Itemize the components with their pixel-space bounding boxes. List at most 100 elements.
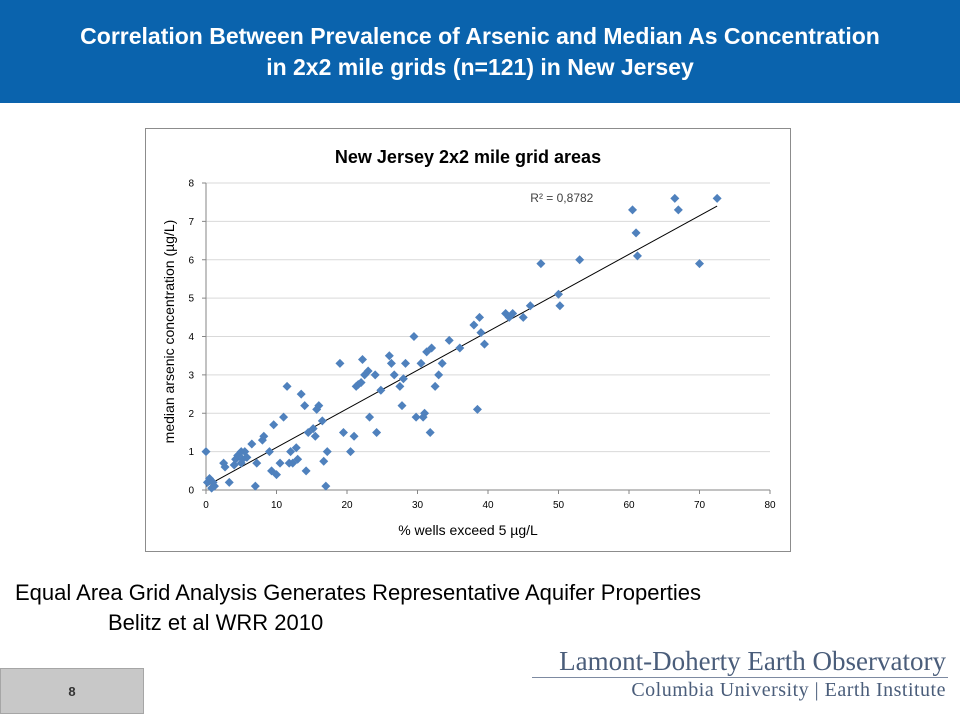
- data-point: [314, 401, 324, 411]
- caption-citation: Belitz et al WRR 2010: [108, 610, 324, 635]
- data-point: [397, 401, 407, 411]
- data-point: [434, 370, 444, 380]
- header-title-line2: in 2x2 mile grids (n=121) in New Jersey: [266, 53, 694, 80]
- x-tick-label: 0: [203, 500, 209, 511]
- data-point: [479, 339, 489, 349]
- slide-header: Correlation Between Prevalence of Arseni…: [0, 0, 960, 103]
- data-point: [321, 481, 331, 491]
- data-point: [670, 193, 680, 203]
- data-point: [286, 447, 296, 457]
- data-point: [209, 481, 219, 491]
- y-tick-label: 5: [188, 294, 194, 305]
- data-point: [264, 447, 274, 457]
- caption: Equal Area Grid Analysis Generates Repre…: [15, 580, 701, 636]
- y-tick-label: 4: [188, 332, 194, 343]
- data-point: [293, 454, 303, 464]
- data-point: [365, 412, 375, 422]
- data-point: [296, 389, 306, 399]
- data-point: [275, 458, 285, 468]
- data-point: [420, 408, 430, 418]
- caption-line1: Equal Area Grid Analysis Generates Repre…: [15, 580, 702, 605]
- y-tick-label: 1: [188, 447, 194, 458]
- data-point: [437, 358, 447, 368]
- data-point: [224, 477, 234, 487]
- x-tick-label: 30: [412, 500, 424, 511]
- data-point: [242, 452, 252, 462]
- y-tick-label: 8: [188, 179, 194, 190]
- y-tick-label: 6: [188, 255, 194, 266]
- data-point: [430, 381, 440, 391]
- y-tick-label: 0: [188, 486, 194, 497]
- data-point: [372, 427, 382, 437]
- data-point: [475, 312, 485, 322]
- data-point: [308, 424, 318, 434]
- r-squared-annotation: R² = 0,8782: [530, 191, 593, 205]
- y-tick-label: 3: [188, 370, 194, 381]
- data-point: [252, 458, 262, 468]
- data-point: [346, 447, 356, 457]
- data-point: [695, 259, 704, 269]
- data-point: [279, 412, 289, 422]
- data-point: [201, 447, 211, 457]
- data-point: [455, 343, 465, 353]
- logo-line2: Columbia University | Earth Institute: [631, 679, 946, 701]
- x-tick-label: 60: [623, 500, 635, 511]
- x-tick-label: 70: [694, 500, 706, 511]
- data-point: [401, 358, 411, 368]
- data-point: [472, 404, 482, 414]
- data-point: [444, 335, 454, 345]
- x-tick-label: 10: [271, 500, 283, 511]
- data-point: [525, 301, 535, 311]
- y-tick-label: 7: [188, 217, 194, 228]
- data-point: [554, 289, 563, 299]
- header-title-line1: Correlation Between Prevalence of Arseni…: [80, 22, 880, 49]
- data-point: [363, 366, 373, 376]
- data-point: [310, 431, 320, 441]
- data-point: [673, 205, 683, 215]
- data-point: [504, 312, 514, 322]
- data-point: [386, 358, 396, 368]
- data-point: [518, 312, 528, 322]
- slide-number: 8: [68, 683, 76, 699]
- logo-divider: [532, 677, 948, 678]
- data-point: [250, 481, 260, 491]
- data-point: [370, 370, 380, 380]
- x-tick-label: 80: [764, 500, 776, 511]
- data-point: [409, 332, 419, 341]
- x-tick-label: 40: [482, 500, 494, 511]
- data-point: [376, 385, 386, 395]
- chart-title: New Jersey 2x2 mile grid areas: [335, 147, 601, 167]
- y-axis-label: median arsenic concentration (µg/L): [161, 220, 177, 444]
- data-point: [338, 427, 348, 437]
- data-point: [389, 370, 399, 380]
- data-point: [476, 328, 486, 338]
- data-point: [282, 381, 292, 391]
- data-point: [425, 427, 435, 437]
- data-point: [395, 381, 405, 391]
- data-point: [356, 378, 366, 388]
- data-point: [269, 420, 279, 430]
- x-tick-label: 20: [341, 500, 353, 511]
- data-point: [349, 431, 359, 441]
- slide-number-bar: 8: [0, 668, 144, 714]
- data-point: [632, 251, 642, 261]
- data-point: [272, 470, 281, 480]
- data-point: [712, 193, 722, 203]
- data-point: [469, 320, 479, 330]
- data-point: [300, 401, 310, 411]
- data-point: [322, 447, 332, 457]
- data-point: [202, 477, 212, 487]
- data-point: [233, 450, 243, 460]
- data-point: [631, 228, 641, 238]
- data-point: [317, 416, 327, 426]
- data-point: [536, 259, 546, 269]
- data-point: [427, 343, 437, 353]
- data-point: [628, 205, 638, 215]
- data-point: [508, 308, 518, 318]
- data-point: [220, 462, 230, 472]
- logo-line1: Lamont-Doherty Earth Observatory: [559, 646, 946, 676]
- data-point: [335, 358, 345, 368]
- data-point: [384, 351, 394, 361]
- data-point: [411, 412, 421, 422]
- data-point: [555, 301, 565, 311]
